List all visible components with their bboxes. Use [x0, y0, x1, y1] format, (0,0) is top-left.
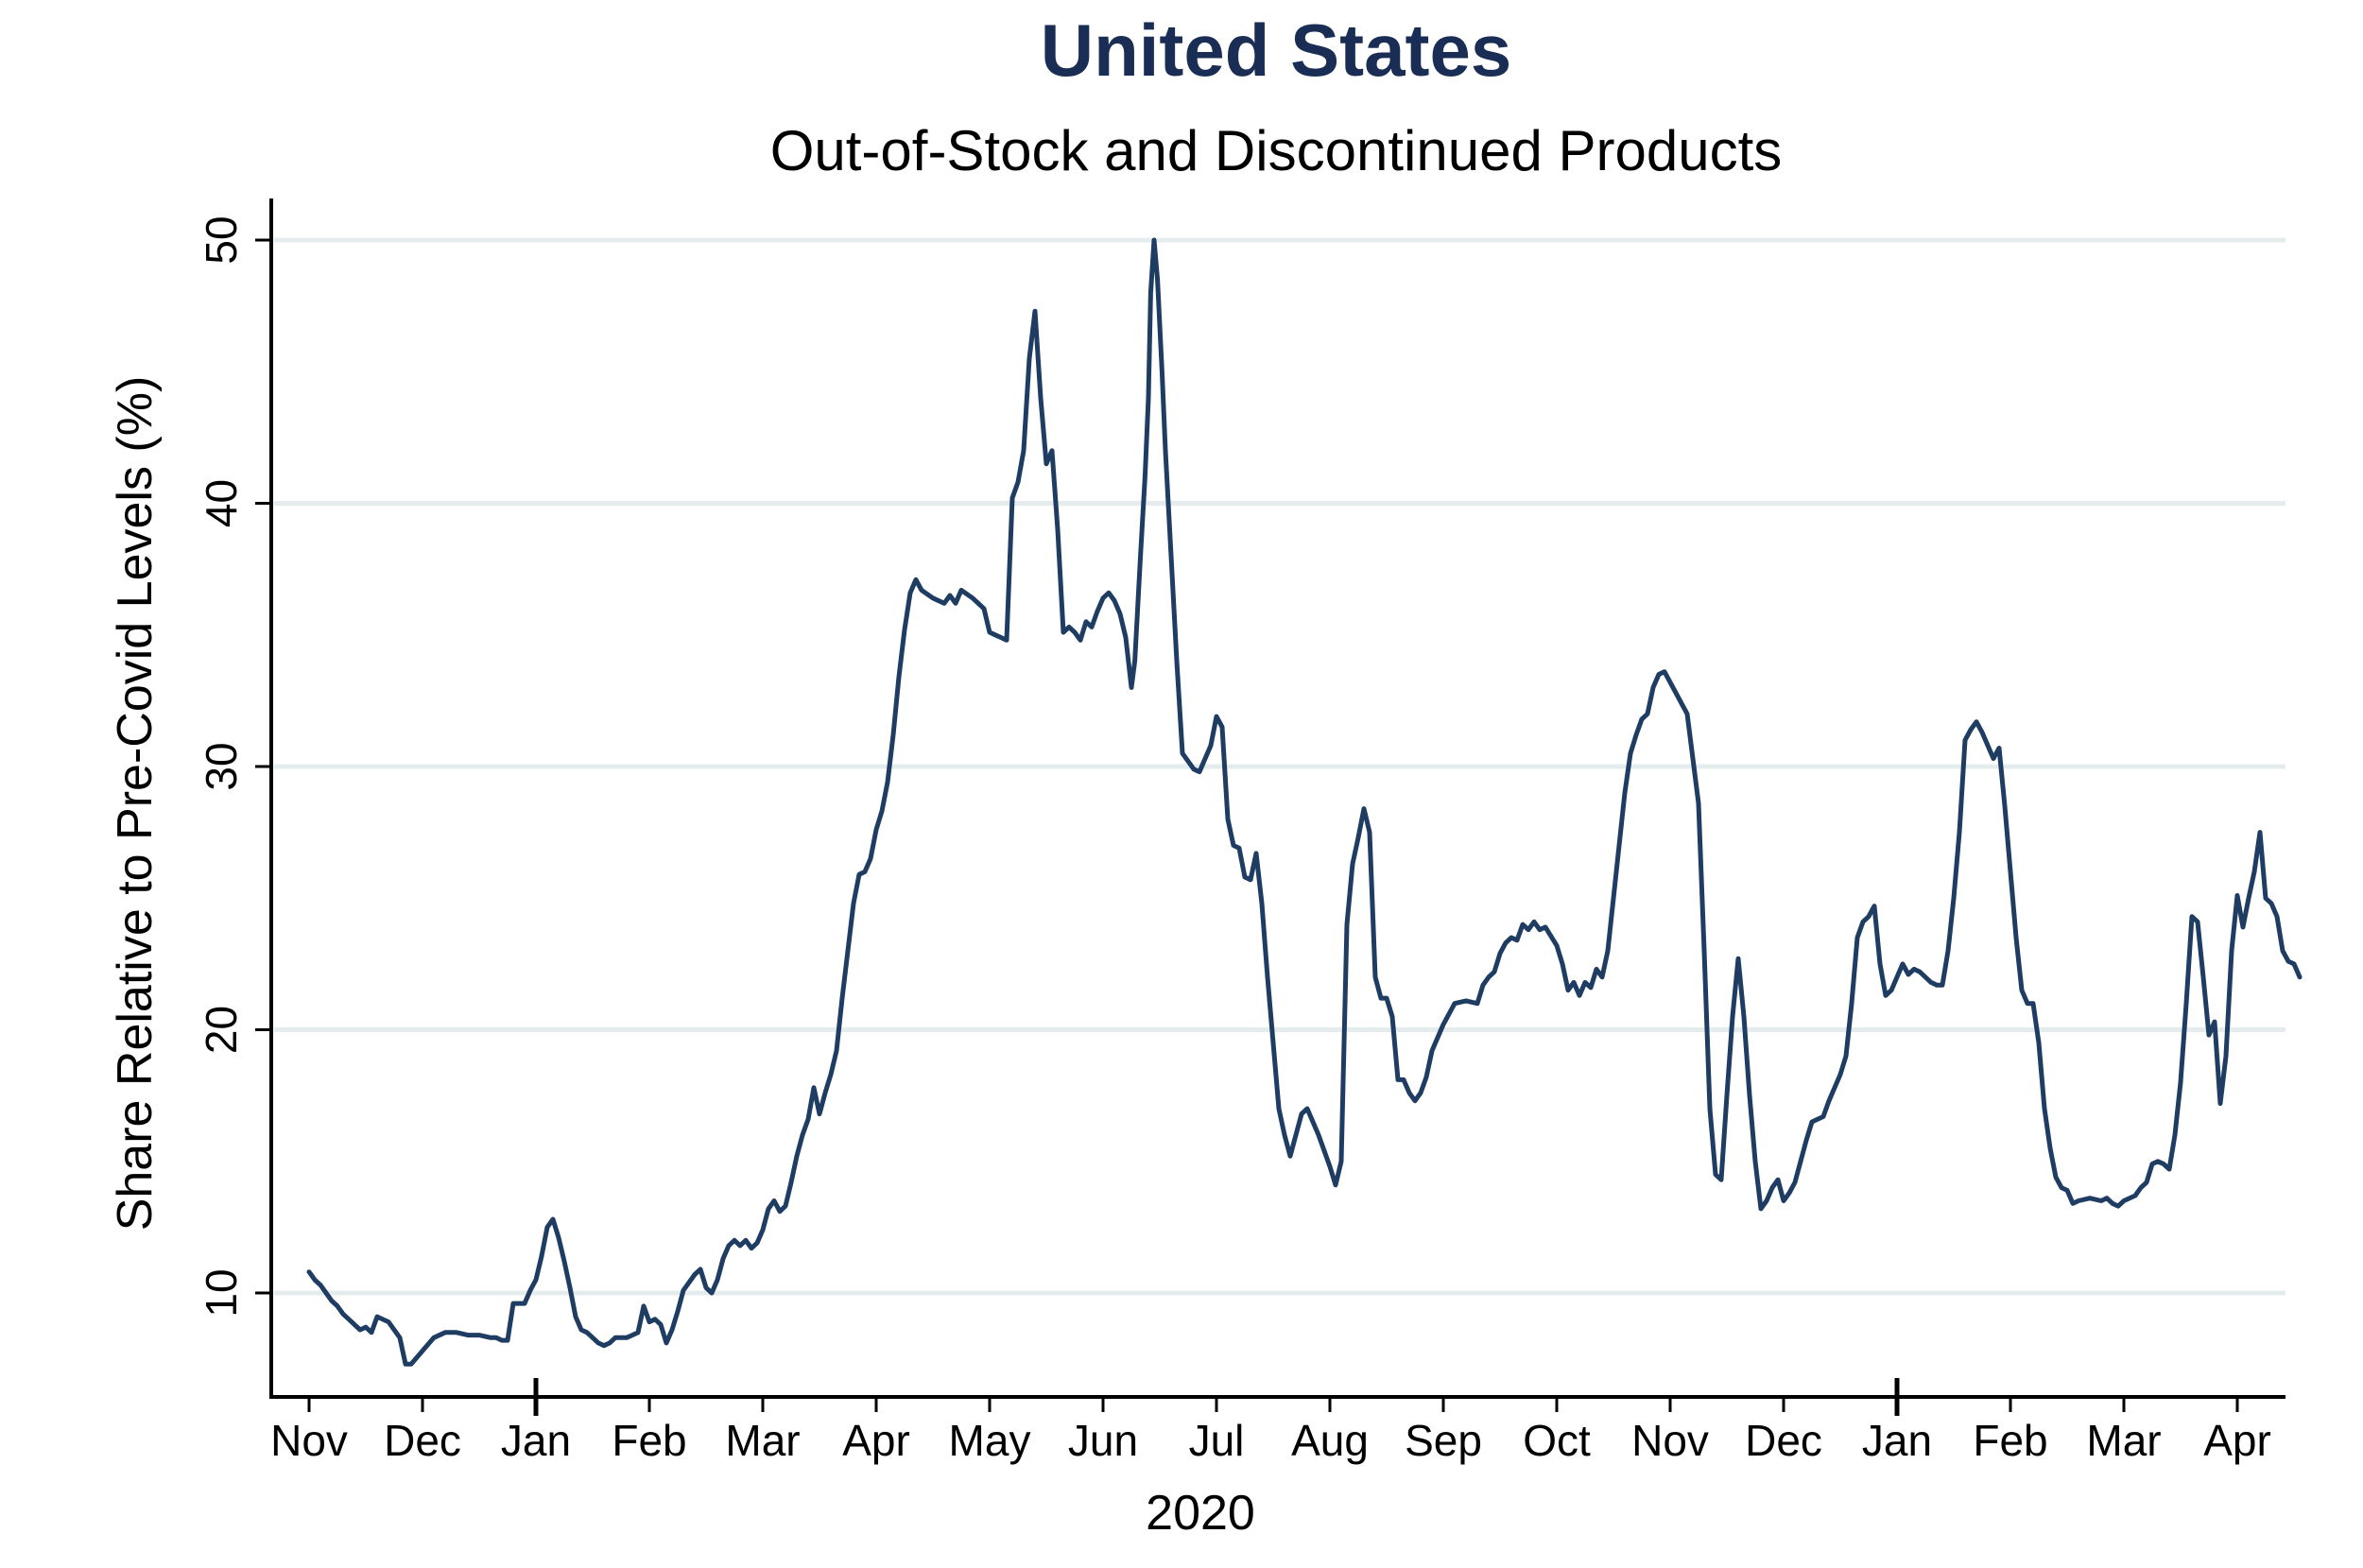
x-tick-label: Apr: [842, 1416, 910, 1465]
x-tick-label: Oct: [1523, 1416, 1591, 1465]
x-tick-label: Dec: [1745, 1416, 1822, 1465]
x-tick-label: Jan: [1862, 1416, 1932, 1465]
y-tick-label: 10: [197, 1268, 246, 1317]
chart-subtitle: Out-of-Stock and Discontinued Products: [770, 119, 1783, 182]
y-tick-label: 20: [197, 1006, 246, 1054]
x-tick-label: Feb: [1973, 1416, 2047, 1465]
x-tick-label: Jul: [1189, 1416, 1245, 1465]
y-tick-label: 50: [197, 215, 246, 264]
y-tick-label: 40: [197, 479, 246, 527]
x-tick-label: Nov: [1631, 1416, 1709, 1465]
x-axis-ticks: Nov Dec Jan Feb Mar Apr May Jun Jul Aug Sep Oct Nov D…: [270, 1378, 2271, 1465]
x-tick-label: Aug: [1291, 1416, 1369, 1465]
x-tick-label: Mar: [2086, 1416, 2161, 1465]
x-axis-label: 2020: [1146, 1486, 1255, 1541]
y-axis-label: Share Relative to Pre-Covid Levels (%): [108, 376, 163, 1232]
x-tick-label: Sep: [1405, 1416, 1482, 1465]
chart-title: United States: [1041, 9, 1511, 92]
x-tick-label: Dec: [384, 1416, 461, 1465]
y-tick-label: 30: [197, 742, 246, 790]
y-axis-ticks: 10 20 30 40 50: [197, 215, 271, 1318]
x-tick-label: May: [949, 1416, 1031, 1465]
series-line: [306, 237, 2303, 1367]
x-tick-label: Jan: [501, 1416, 571, 1465]
x-tick-label: Feb: [612, 1416, 686, 1465]
x-tick-label: Mar: [725, 1416, 800, 1465]
x-tick-label: Jun: [1068, 1416, 1138, 1465]
x-tick-label: Apr: [2203, 1416, 2271, 1465]
x-tick-label: Nov: [270, 1416, 348, 1465]
grid-lines: [274, 237, 2285, 1296]
